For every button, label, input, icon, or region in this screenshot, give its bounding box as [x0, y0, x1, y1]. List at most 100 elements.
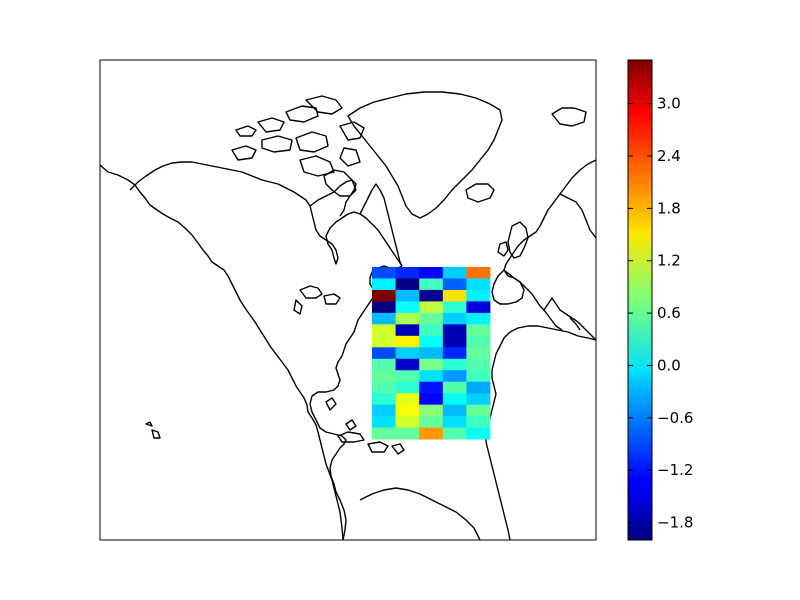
caribbean-islands: [325, 397, 405, 455]
arctic-coast: [129, 161, 403, 267]
heatmap-cell: [372, 381, 396, 394]
heatmap-cell: [466, 267, 491, 279]
heatmap-cell: [419, 404, 444, 417]
iberia: [491, 269, 525, 305]
colorbar-tick-label: 2.4: [657, 147, 681, 165]
heatmap-cell: [466, 427, 491, 440]
heatmap-cell: [419, 324, 444, 337]
heatmap-cell: [372, 370, 396, 383]
heatmap-cell: [442, 370, 467, 383]
north-america-coastline: [100, 164, 344, 540]
heatmap-cell: [466, 404, 491, 417]
heatmap-cell: [442, 393, 467, 406]
heatmap-cell: [442, 335, 467, 348]
heatmap-cell: [442, 381, 467, 394]
heatmap-cell: [442, 358, 467, 371]
heatmap-cell: [372, 416, 396, 428]
heatmap-cell: [372, 347, 396, 360]
heatmap-cell: [372, 358, 396, 371]
heatmap-cell: [395, 278, 420, 291]
iceland: [465, 183, 495, 203]
scandinavia-inner: [559, 193, 596, 239]
small-islands-west: [145, 421, 161, 439]
coastlines: [100, 91, 596, 540]
heatmap-cell: [372, 301, 396, 314]
heatmap-cell: [466, 347, 491, 360]
heatmap-cell: [395, 393, 420, 406]
heatmap-cell: [419, 393, 444, 406]
colorbar-tick-label: 3.0: [657, 95, 681, 113]
heatmap-cell: [419, 370, 444, 383]
heatmap-grid: [372, 267, 491, 440]
gulf-coast: [309, 265, 403, 540]
heatmap-cell: [395, 289, 420, 302]
map-axes-frame: [99, 59, 597, 541]
heatmap-cell: [395, 347, 420, 360]
heatmap-cell: [395, 381, 420, 394]
heatmap-cell: [419, 358, 444, 371]
arctic-islands: [231, 95, 365, 177]
heatmap-cell: [372, 289, 396, 302]
heatmap-cell: [466, 393, 491, 406]
colorbar: [627, 59, 653, 541]
heatmap-cell: [395, 358, 420, 371]
heatmap-cell: [466, 278, 491, 291]
heatmap-cell: [466, 358, 491, 371]
heatmap-cell: [442, 289, 467, 302]
heatmap-cell: [466, 335, 491, 348]
heatmap-cell: [395, 312, 420, 325]
colorbar-tick-label: 0.6: [657, 304, 681, 322]
heatmap-cell: [466, 312, 491, 325]
heatmap-cell: [395, 267, 420, 279]
heatmap-cell: [419, 347, 444, 360]
africa-coastline: [485, 325, 596, 540]
heatmap-cell: [419, 301, 444, 314]
south-america-coast: [359, 487, 481, 540]
colorbar-tick-label: 1.2: [657, 252, 681, 270]
heatmap-cell: [442, 347, 467, 360]
heatmap-cell: [372, 393, 396, 406]
heatmap-cell: [395, 324, 420, 337]
heatmap-cell: [442, 404, 467, 417]
heatmap-cell: [372, 278, 396, 291]
heatmap-cell: [442, 301, 467, 314]
heatmap-cell: [419, 416, 444, 428]
heatmap-cell: [395, 416, 420, 428]
colorbar-tick-label: −0.6: [657, 409, 693, 427]
heatmap-cell: [419, 278, 444, 291]
colorbar-tick-label: 0.0: [657, 356, 681, 374]
heatmap-cell: [372, 324, 396, 337]
heatmap-cell: [442, 312, 467, 325]
greenland-coastline: [347, 91, 503, 219]
map-axes-background: [100, 60, 596, 540]
heatmap-cell: [442, 278, 467, 291]
british-isles: [497, 221, 529, 259]
heatmap-cell: [442, 427, 467, 440]
heatmap-cell: [395, 427, 420, 440]
mediterranean-coast: [543, 309, 581, 331]
heatmap-cell: [466, 381, 491, 394]
heatmap-cell: [419, 312, 444, 325]
heatmap-cell: [442, 416, 467, 428]
heatmap-cell: [372, 335, 396, 348]
heatmap-cell: [419, 335, 444, 348]
svalbard: [551, 107, 587, 127]
colorbar-ticks: −1.8 −1.2 −0.6 0.0 0.6 1.2 1.8 2.4 3.0: [628, 95, 693, 532]
europe-coastline: [503, 159, 596, 341]
colorbar-tick-label: 1.8: [657, 199, 681, 217]
heatmap-cell: [419, 267, 444, 279]
great-lakes: [293, 285, 341, 315]
heatmap-cell: [372, 267, 396, 279]
labrador-coast: [359, 183, 403, 267]
heatmap-cell: [442, 324, 467, 337]
heatmap-cell: [395, 404, 420, 417]
heatmap-cell: [466, 416, 491, 428]
heatmap-cell: [372, 427, 396, 440]
heatmap-cell: [466, 324, 491, 337]
heatmap-cell: [466, 370, 491, 383]
heatmap-cell: [372, 404, 396, 417]
heatmap-cell: [466, 301, 491, 314]
heatmap-cell: [395, 335, 420, 348]
heatmap-cell: [372, 312, 396, 325]
